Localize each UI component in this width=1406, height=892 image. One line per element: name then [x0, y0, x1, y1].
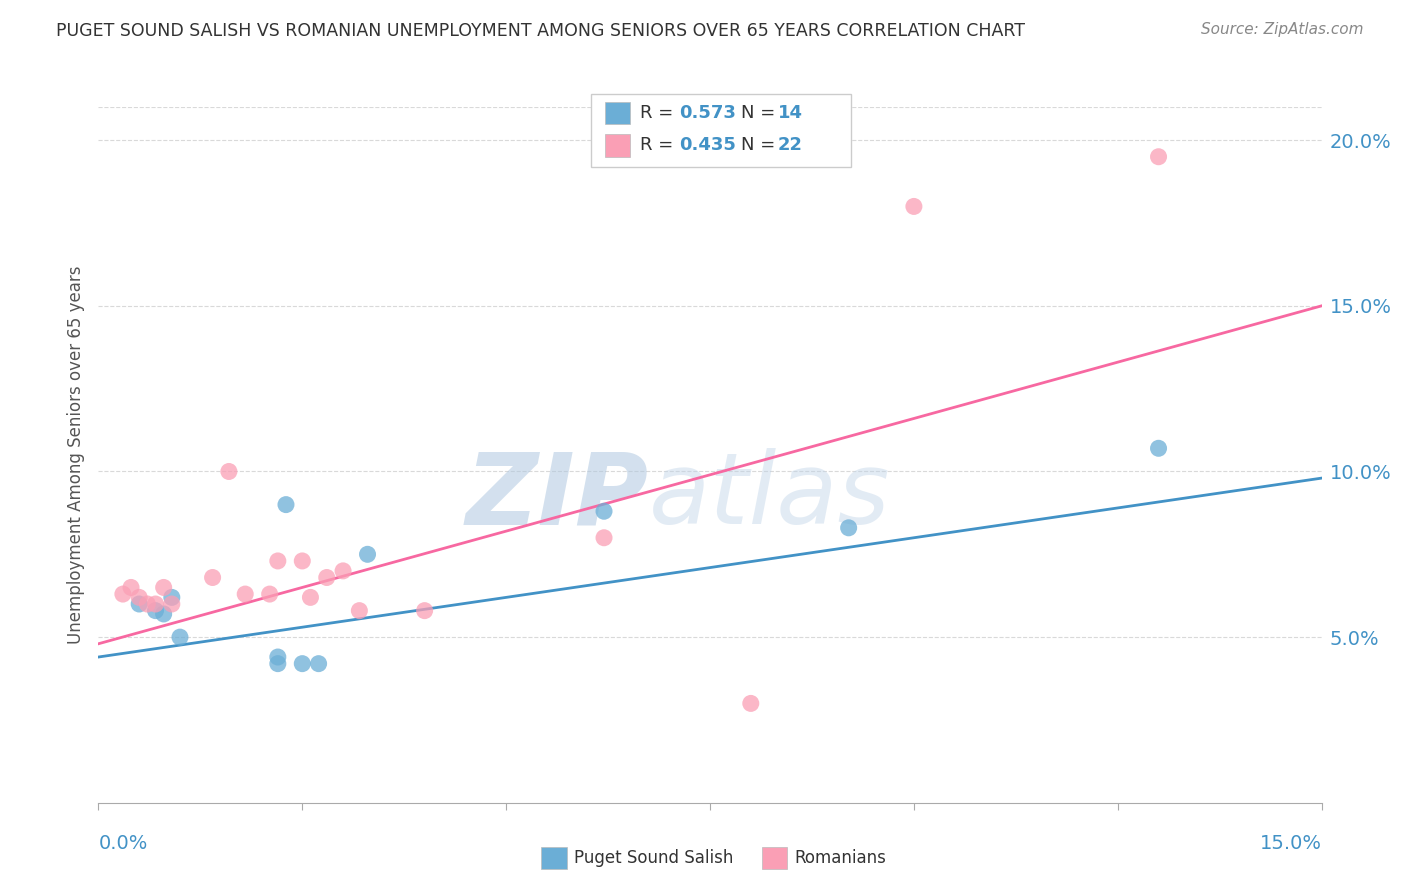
- Point: [291, 657, 314, 671]
- Text: 0.0%: 0.0%: [98, 834, 148, 853]
- Point: [160, 591, 183, 605]
- Text: atlas: atlas: [648, 448, 890, 545]
- Text: Puget Sound Salish: Puget Sound Salish: [574, 849, 733, 867]
- Point: [259, 587, 281, 601]
- Point: [201, 570, 224, 584]
- Point: [740, 697, 762, 711]
- Text: R =: R =: [640, 104, 679, 122]
- Text: ZIP: ZIP: [465, 448, 648, 545]
- Point: [332, 564, 354, 578]
- Text: Source: ZipAtlas.com: Source: ZipAtlas.com: [1201, 22, 1364, 37]
- Point: [152, 581, 174, 595]
- Point: [267, 657, 290, 671]
- Point: [136, 597, 159, 611]
- Point: [120, 581, 142, 595]
- Point: [160, 597, 183, 611]
- Y-axis label: Unemployment Among Seniors over 65 years: Unemployment Among Seniors over 65 years: [66, 266, 84, 644]
- Text: 0.435: 0.435: [679, 136, 735, 154]
- Point: [1147, 150, 1170, 164]
- Point: [128, 597, 150, 611]
- Point: [838, 521, 860, 535]
- Point: [128, 591, 150, 605]
- Point: [315, 570, 337, 584]
- Point: [903, 199, 925, 213]
- Point: [145, 597, 167, 611]
- Point: [349, 604, 371, 618]
- Text: Romanians: Romanians: [794, 849, 886, 867]
- Text: R =: R =: [640, 136, 679, 154]
- Text: PUGET SOUND SALISH VS ROMANIAN UNEMPLOYMENT AMONG SENIORS OVER 65 YEARS CORRELAT: PUGET SOUND SALISH VS ROMANIAN UNEMPLOYM…: [56, 22, 1025, 40]
- Text: 0.573: 0.573: [679, 104, 735, 122]
- Point: [111, 587, 134, 601]
- Point: [267, 650, 290, 665]
- Point: [218, 465, 240, 479]
- Point: [145, 604, 167, 618]
- Text: 22: 22: [778, 136, 803, 154]
- Point: [274, 498, 297, 512]
- Point: [413, 604, 436, 618]
- Point: [233, 587, 256, 601]
- Point: [308, 657, 330, 671]
- Point: [593, 504, 616, 518]
- Text: 14: 14: [778, 104, 803, 122]
- Point: [299, 591, 322, 605]
- Point: [356, 547, 378, 561]
- Point: [291, 554, 314, 568]
- Text: 15.0%: 15.0%: [1260, 834, 1322, 853]
- Point: [152, 607, 174, 621]
- Text: N =: N =: [741, 136, 780, 154]
- Point: [593, 531, 616, 545]
- Point: [169, 630, 191, 644]
- Point: [1147, 442, 1170, 456]
- Point: [267, 554, 290, 568]
- Text: N =: N =: [741, 104, 780, 122]
